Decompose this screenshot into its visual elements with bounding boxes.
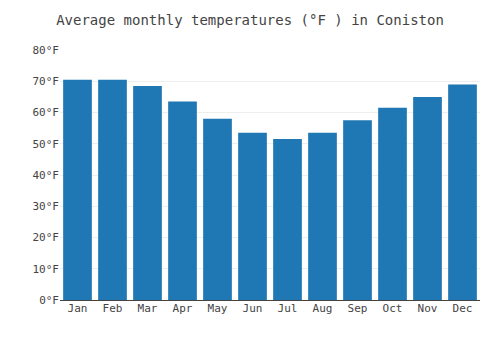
svg-text:0°F: 0°F [39,294,59,307]
svg-text:50°F: 50°F [33,138,60,151]
svg-text:30°F: 30°F [33,200,60,213]
svg-text:80°F: 80°F [33,44,60,57]
svg-text:Sep: Sep [348,302,368,315]
svg-text:20°F: 20°F [33,231,60,244]
svg-text:Aug: Aug [313,302,333,315]
svg-text:Jul: Jul [278,302,298,315]
svg-text:Feb: Feb [103,302,123,315]
svg-text:Apr: Apr [173,302,193,315]
svg-text:Mar: Mar [138,302,158,315]
svg-text:70°F: 70°F [33,75,60,88]
svg-text:Jan: Jan [68,302,88,315]
svg-text:Average monthly temperatures (: Average monthly temperatures (°F ) in Co… [56,12,444,28]
svg-text:10°F: 10°F [33,263,60,276]
svg-text:40°F: 40°F [33,169,60,182]
svg-text:Dec: Dec [453,302,473,315]
svg-text:May: May [208,302,228,315]
svg-text:60°F: 60°F [33,106,60,119]
svg-text:Oct: Oct [383,302,403,315]
svg-text:Jun: Jun [243,302,263,315]
svg-text:Nov: Nov [418,302,438,315]
